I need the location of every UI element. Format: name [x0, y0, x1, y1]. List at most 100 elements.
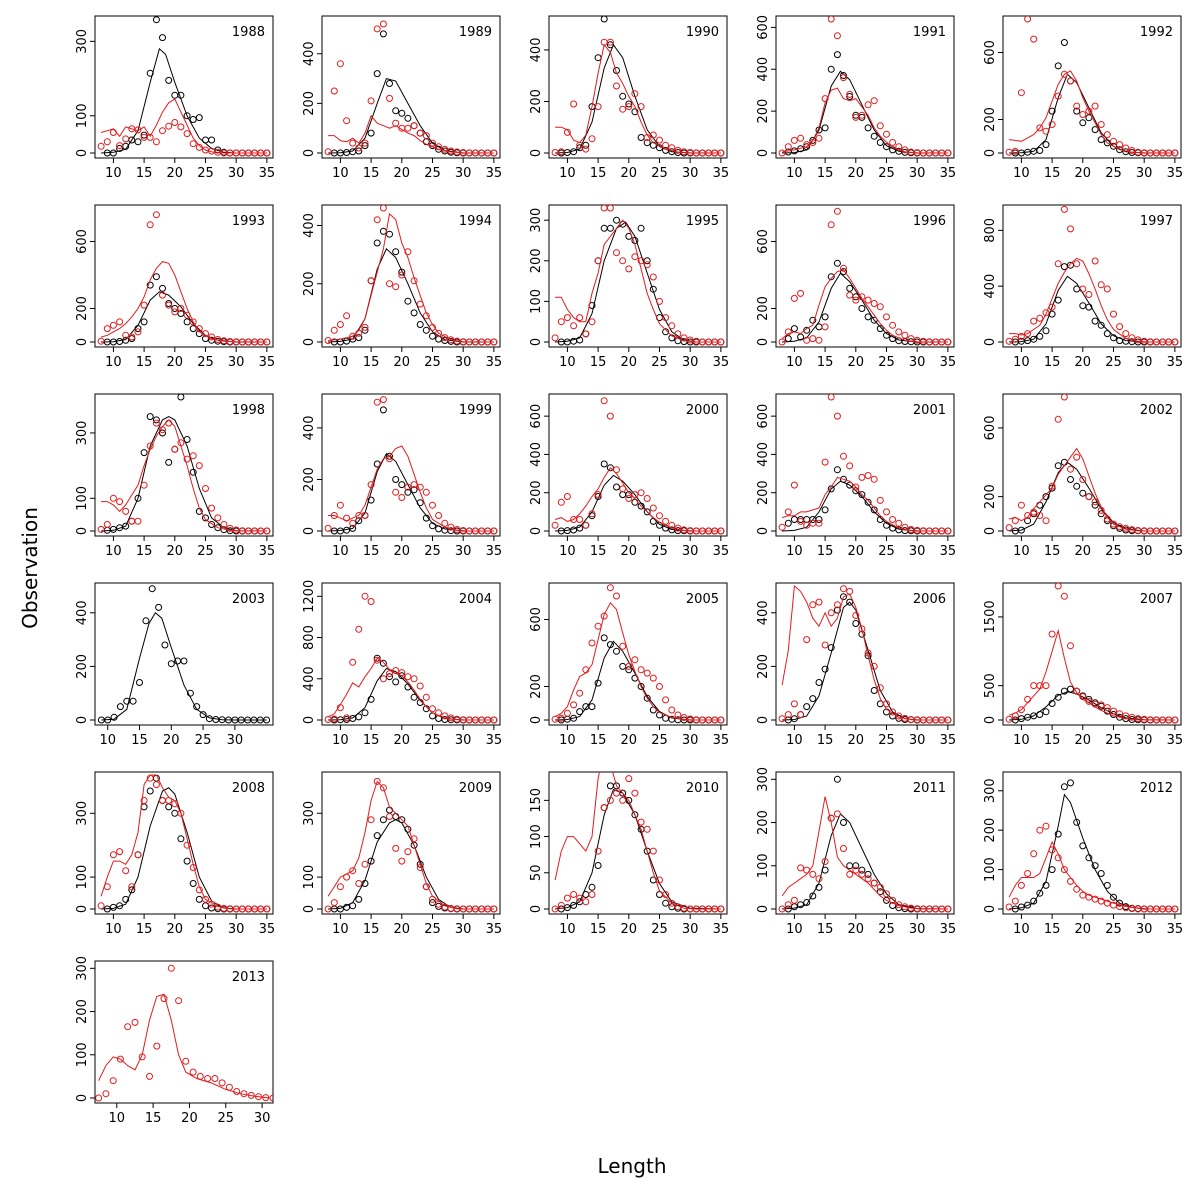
data-point-red	[833, 207, 841, 215]
data-point-black	[637, 502, 645, 510]
data-point-black	[104, 716, 112, 724]
data-point-black	[790, 516, 798, 523]
panel-1988: 10 15 20 25 30 35 0 100 300 1988	[75, 15, 275, 181]
x-tick-label: 10	[105, 544, 122, 559]
data-point-red	[159, 426, 166, 434]
data-point-red	[717, 905, 725, 913]
data-point-red	[146, 1072, 153, 1080]
x-tick-label: 35	[259, 544, 276, 559]
data-point-red	[1085, 493, 1093, 501]
panel-marks	[1005, 394, 1179, 535]
data-point-red	[422, 488, 430, 496]
data-point-red	[429, 705, 436, 713]
y-tick-label: 0	[75, 527, 90, 535]
data-point-red	[152, 781, 160, 789]
data-point-red	[588, 510, 596, 518]
data-point-red	[563, 709, 571, 717]
data-point-black	[361, 709, 369, 717]
data-point-red	[490, 149, 498, 157]
data-point-black	[142, 617, 150, 625]
data-point-black	[1048, 700, 1056, 707]
x-tick-label: 20	[167, 166, 184, 181]
data-point-black	[576, 708, 584, 716]
data-point-red	[784, 901, 792, 909]
data-point-red	[435, 709, 443, 717]
x-tick-label: 10	[559, 544, 576, 559]
data-point-red	[109, 1077, 117, 1085]
x-tick-label: 35	[486, 355, 503, 370]
data-point-red	[613, 466, 620, 474]
data-point-red	[490, 338, 498, 346]
data-point-red	[349, 519, 357, 527]
y-tick-label: 0	[75, 149, 90, 157]
data-point-red	[870, 662, 878, 670]
series-line-black	[1009, 793, 1175, 910]
data-point-red	[680, 714, 688, 721]
data-point-black	[815, 883, 823, 891]
data-point-red	[1024, 512, 1032, 519]
data-point-red	[1048, 482, 1056, 490]
data-point-black	[600, 16, 608, 23]
data-point-red	[177, 305, 185, 312]
data-point-red	[809, 139, 817, 146]
data-point-black	[588, 703, 596, 711]
data-point-red	[656, 876, 663, 884]
data-point-black	[1024, 901, 1032, 909]
data-point-red	[827, 16, 835, 23]
x-tick-label: 25	[424, 355, 441, 370]
data-point-red	[140, 797, 148, 804]
data-point-black	[809, 136, 817, 144]
data-point-red	[625, 103, 633, 111]
data-point-black	[840, 72, 847, 79]
data-point-black	[195, 895, 203, 903]
data-point-black	[570, 714, 578, 722]
data-point-black	[379, 816, 387, 824]
data-point-red	[1171, 338, 1179, 346]
data-point-black	[1067, 779, 1074, 787]
x-tick-label: 30	[1136, 922, 1153, 937]
x-tick-label: 25	[424, 544, 441, 559]
data-point-red	[208, 333, 216, 341]
data-point-black	[821, 124, 829, 132]
data-point-black	[790, 325, 798, 333]
data-point-red	[435, 900, 443, 908]
data-point-red	[809, 601, 817, 609]
data-point-red	[410, 481, 418, 489]
x-tick-label: 25	[1105, 166, 1122, 181]
x-tick-label: 25	[195, 733, 212, 748]
x-tick-label: 35	[259, 355, 276, 370]
x-tick-label: 30	[1136, 166, 1153, 181]
x-tick-label: 20	[181, 1111, 198, 1126]
panel-1999: 10 15 20 25 30 35 0 200 400 1999	[302, 393, 502, 559]
data-point-black	[625, 100, 633, 108]
data-point-red	[379, 675, 387, 683]
x-tick-label: 15	[136, 544, 153, 559]
x-tick-label: 10	[105, 355, 122, 370]
data-point-black	[815, 516, 823, 523]
x-tick-label: 20	[1075, 355, 1092, 370]
data-point-black	[1085, 303, 1093, 311]
x-tick-label: 30	[228, 544, 245, 559]
panel-year-label: 2006	[913, 592, 946, 607]
y-tick-label: 0	[75, 338, 90, 346]
data-point-black	[122, 336, 130, 344]
series-line-red	[327, 657, 494, 721]
data-point-red	[649, 847, 657, 855]
data-point-red	[846, 291, 854, 299]
x-tick-label: 15	[136, 166, 153, 181]
data-point-black	[668, 334, 676, 342]
data-point-red	[876, 122, 884, 130]
data-point-black	[199, 711, 207, 719]
data-point-black	[840, 268, 847, 276]
data-point-red	[1011, 147, 1019, 155]
data-point-red	[1054, 260, 1062, 268]
panel-year-label: 1994	[459, 214, 492, 229]
data-point-red	[809, 519, 817, 527]
x-tick-label: 30	[455, 733, 472, 748]
data-point-black	[833, 466, 841, 474]
panel-frame	[321, 393, 501, 537]
panel-1995: 10 15 20 25 30 35 0 100 200 300 1995	[529, 204, 729, 370]
data-point-red	[619, 257, 627, 265]
data-point-red	[429, 139, 436, 147]
data-point-red	[429, 501, 436, 509]
